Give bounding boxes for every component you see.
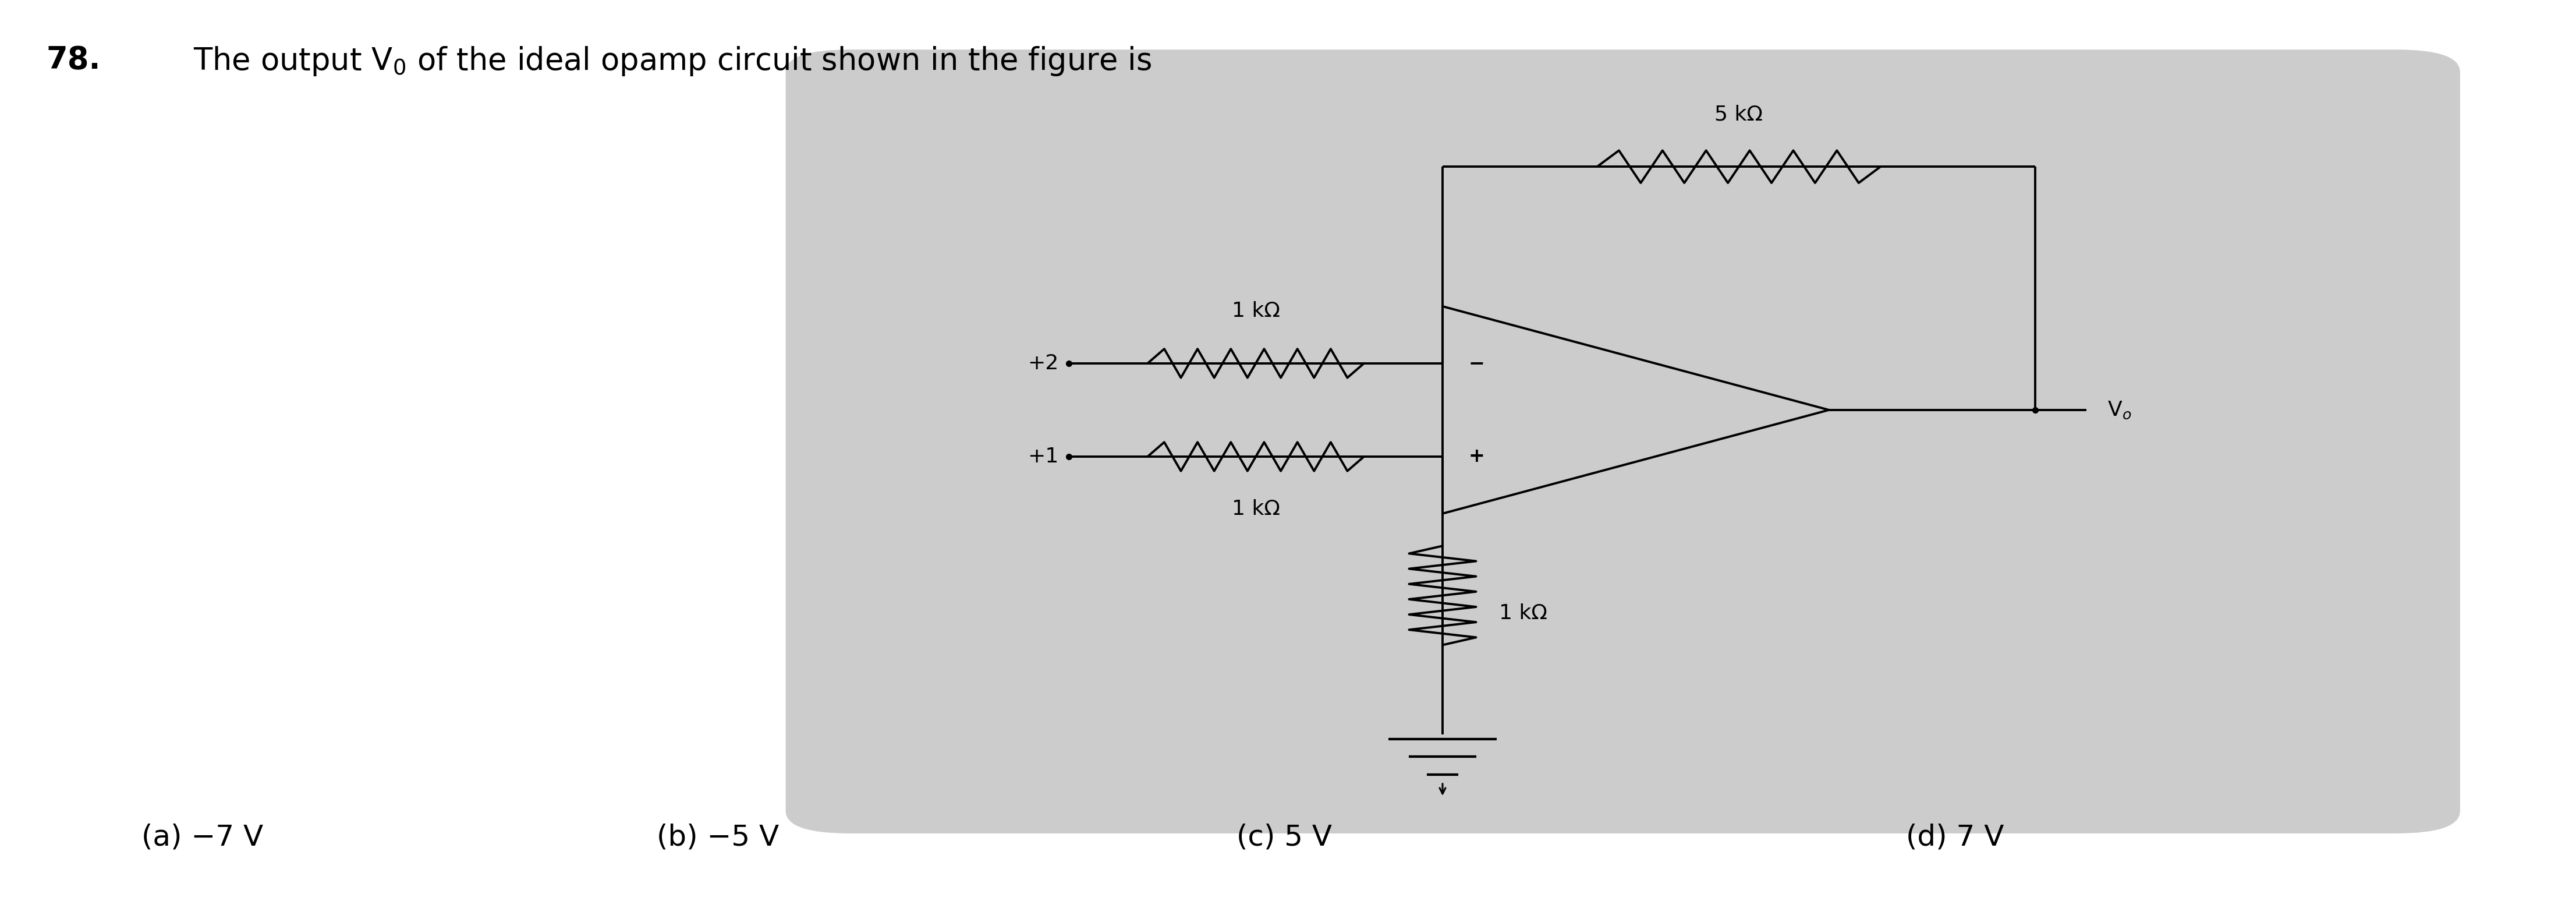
Text: The output V$_0$ of the ideal opamp circuit shown in the figure is: The output V$_0$ of the ideal opamp circ…: [193, 45, 1151, 77]
Text: (d) 7 V: (d) 7 V: [1906, 824, 2004, 851]
Text: 1 kΩ: 1 kΩ: [1231, 301, 1280, 321]
Text: V$_o$: V$_o$: [2107, 400, 2130, 420]
Text: +2: +2: [1028, 353, 1059, 373]
Text: 5 kΩ: 5 kΩ: [1716, 105, 1762, 124]
Text: (a) −7 V: (a) −7 V: [142, 824, 263, 851]
Text: 1 kΩ: 1 kΩ: [1499, 604, 1548, 623]
Text: (b) −5 V: (b) −5 V: [657, 824, 781, 851]
FancyBboxPatch shape: [786, 50, 2460, 833]
Text: 1 kΩ: 1 kΩ: [1231, 499, 1280, 519]
Text: +: +: [1468, 447, 1484, 466]
Text: (c) 5 V: (c) 5 V: [1236, 824, 1332, 851]
Text: 78.: 78.: [46, 45, 100, 76]
Text: −: −: [1468, 354, 1484, 373]
Text: +1: +1: [1028, 447, 1059, 467]
